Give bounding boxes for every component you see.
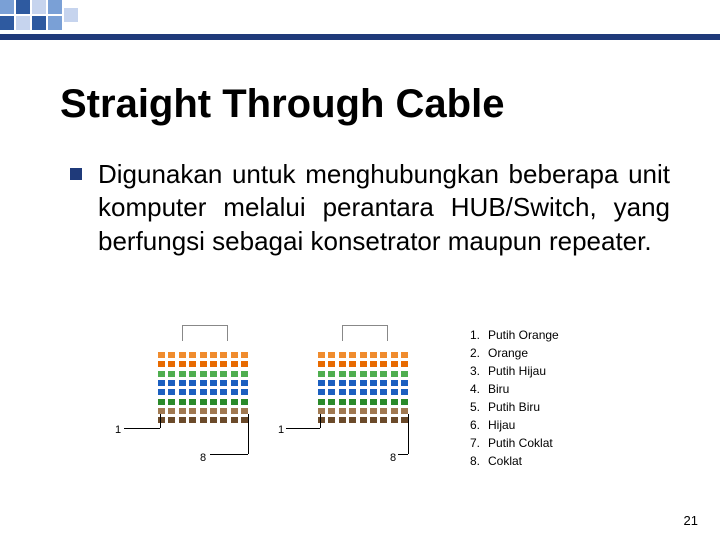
- wire-row: [318, 392, 412, 398]
- wire-row: [318, 410, 412, 416]
- legend-number: 4.: [470, 380, 488, 398]
- pin-label-8: 8: [200, 452, 206, 464]
- leader-line: [210, 454, 248, 455]
- wire-row: [318, 401, 412, 407]
- page-title: Straight Through Cable: [60, 82, 504, 127]
- legend-number: 2.: [470, 344, 488, 362]
- legend-text: Putih Coklat: [488, 436, 553, 450]
- legend-number: 5.: [470, 398, 488, 416]
- leader-line: [124, 428, 160, 429]
- wire-row: [318, 382, 412, 388]
- leader-line: [286, 428, 320, 429]
- legend-number: 6.: [470, 416, 488, 434]
- legend-row: 3.Putih Hijau: [470, 362, 559, 380]
- leader-line: [320, 414, 321, 428]
- legend-text: Hijau: [488, 418, 515, 432]
- leader-line: [408, 414, 409, 454]
- leader-line: [160, 414, 161, 428]
- legend-number: 8.: [470, 452, 488, 470]
- leader-line: [398, 454, 408, 455]
- connector-body: [158, 341, 252, 419]
- wire-row: [158, 373, 252, 379]
- legend-text: Putih Biru: [488, 400, 540, 414]
- pin-label-1: 1: [278, 424, 284, 436]
- legend-row: 5.Putih Biru: [470, 398, 559, 416]
- legend-row: 2.Orange: [470, 344, 559, 362]
- rj45-connector-right: [310, 325, 420, 435]
- decoration-bar: [0, 34, 720, 40]
- legend-row: 1.Putih Orange: [470, 326, 559, 344]
- pin-label-1: 1: [115, 424, 121, 436]
- wire-row: [158, 382, 252, 388]
- connector-body: [318, 341, 412, 419]
- legend-text: Orange: [488, 346, 528, 360]
- legend-text: Putih Orange: [488, 328, 559, 342]
- pin-label-8: 8: [390, 452, 396, 464]
- wire-row: [158, 345, 252, 351]
- legend-number: 7.: [470, 434, 488, 452]
- legend-text: Putih Hijau: [488, 364, 546, 378]
- leader-line: [248, 414, 249, 454]
- wire-legend: 1.Putih Orange2.Orange3.Putih Hijau4.Bir…: [470, 326, 559, 470]
- wire-row: [318, 364, 412, 370]
- page-number: 21: [684, 513, 698, 528]
- legend-text: Coklat: [488, 454, 522, 468]
- bullet-text: Digunakan untuk menghubungkan beberapa u…: [98, 158, 670, 258]
- wire-row: [158, 392, 252, 398]
- bullet-marker: [70, 168, 82, 180]
- legend-row: 8.Coklat: [470, 452, 559, 470]
- legend-number: 3.: [470, 362, 488, 380]
- rj45-connector-left: [150, 325, 260, 435]
- legend-number: 1.: [470, 326, 488, 344]
- wire-row: [158, 354, 252, 360]
- legend-row: 6.Hijau: [470, 416, 559, 434]
- legend-text: Biru: [488, 382, 509, 396]
- wire-row: [318, 373, 412, 379]
- wire-row: [158, 410, 252, 416]
- bullet-item: Digunakan untuk menghubungkan beberapa u…: [70, 158, 670, 258]
- wire-row: [318, 345, 412, 351]
- legend-row: 4.Biru: [470, 380, 559, 398]
- wire-row: [158, 401, 252, 407]
- wire-row: [318, 354, 412, 360]
- wire-row: [158, 364, 252, 370]
- legend-row: 7.Putih Coklat: [470, 434, 559, 452]
